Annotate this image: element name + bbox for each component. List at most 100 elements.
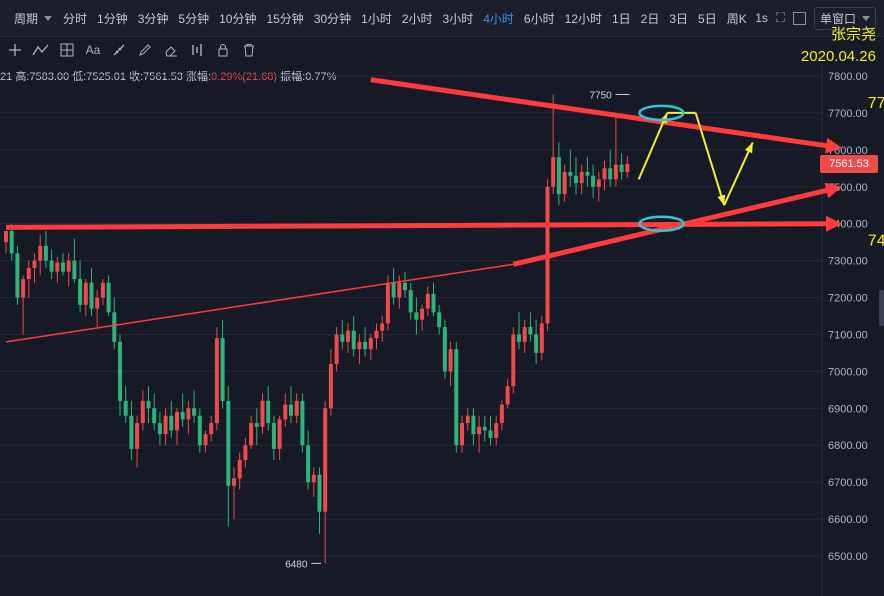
high-value: 7583.00 <box>29 71 70 83</box>
period-tab[interactable]: 4小时 <box>483 11 514 26</box>
candle-body <box>346 330 350 342</box>
period-tab[interactable]: 6小时 <box>523 11 555 26</box>
candle-body <box>591 175 596 187</box>
candle-body <box>237 460 242 479</box>
period-tab[interactable]: 2小时 <box>401 11 433 26</box>
candle-body <box>442 327 447 372</box>
period-tab[interactable]: 1日 <box>611 11 631 26</box>
candle-body <box>38 245 43 261</box>
candle-body <box>556 157 561 195</box>
candle-body <box>517 334 521 342</box>
pencil-icon[interactable] <box>134 39 156 61</box>
fullscreen-icon[interactable]: ⛶ <box>775 10 785 25</box>
candle-body <box>534 334 539 353</box>
candle-body <box>488 430 493 438</box>
trendline <box>5 221 833 230</box>
candle-body <box>55 262 60 272</box>
y-tick-label: 6700.00 <box>828 477 868 489</box>
candle-body <box>499 404 504 424</box>
candle-body <box>49 260 54 272</box>
candle-body <box>454 349 459 446</box>
period-tab[interactable]: 周K <box>726 11 747 26</box>
candlestick-chart[interactable]: 7800.007700.007600.007500.007400.007300.… <box>0 64 884 596</box>
trendline <box>5 263 514 343</box>
lock-icon[interactable] <box>212 39 234 61</box>
candle-body <box>220 338 225 401</box>
trendline-icon[interactable] <box>30 39 52 61</box>
candle-body <box>300 400 305 446</box>
period-tab[interactable]: 1小时 <box>361 11 392 26</box>
period-tab[interactable]: 15分钟 <box>266 11 304 26</box>
period-tab[interactable]: 10分钟 <box>219 11 257 26</box>
candle-body <box>539 323 544 353</box>
period-menu[interactable]: 周期 <box>0 10 58 27</box>
interval-selector[interactable]: 1s <box>755 11 768 25</box>
y-tick-label: 6600.00 <box>828 514 868 526</box>
candle-body <box>431 293 436 313</box>
y-tick-label: 6800.00 <box>828 440 868 452</box>
period-tab[interactable]: 3日 <box>669 11 689 26</box>
candle-body <box>209 423 214 435</box>
candle-body <box>425 293 430 309</box>
candle-body <box>192 408 197 416</box>
candle-body <box>43 245 48 261</box>
period-tab[interactable]: 3小时 <box>442 11 474 26</box>
candle-body <box>106 282 111 313</box>
candle-body <box>420 308 425 320</box>
y-tick-label: 7300.00 <box>828 256 868 268</box>
high-marker-annotation: 7750 <box>590 90 613 101</box>
close-value: 7561.53 <box>143 71 183 83</box>
candle-body <box>323 408 328 512</box>
candle-body <box>289 404 293 416</box>
candle-body <box>574 175 578 184</box>
period-tab[interactable]: 3分钟 <box>137 11 169 26</box>
candle-body <box>4 231 8 243</box>
ohlc-info-bar: 21 高:7583.00 低:7525.01 收:7561.53 涨幅:0.29… <box>0 68 336 84</box>
grid-tool-icon[interactable] <box>56 39 78 61</box>
candle-body <box>95 297 100 309</box>
eraser-icon[interactable] <box>160 39 182 61</box>
candle-body <box>157 423 162 435</box>
trash-icon[interactable] <box>238 39 260 61</box>
projection-segment <box>723 142 754 206</box>
vertical-scrollbar[interactable] <box>879 290 884 326</box>
candle-body <box>146 400 151 409</box>
candle-body <box>283 404 288 420</box>
candle-body <box>100 282 105 298</box>
indicator-icon[interactable] <box>186 39 208 61</box>
candle-body <box>169 415 174 431</box>
candle-body <box>511 334 516 387</box>
candle-body <box>306 445 311 483</box>
candle-body <box>118 341 122 401</box>
candle-body <box>112 312 117 342</box>
candle-body <box>385 282 390 324</box>
period-tab[interactable]: 5分钟 <box>178 11 210 26</box>
candle-body <box>403 282 407 291</box>
period-tab[interactable]: 分时 <box>63 11 88 26</box>
candle-body <box>175 412 179 431</box>
text-icon[interactable]: Aa <box>85 43 101 57</box>
period-tab[interactable]: 2日 <box>640 11 660 26</box>
crosshair-icon[interactable] <box>4 39 26 61</box>
candle-body <box>482 426 487 431</box>
candle-body <box>460 423 464 446</box>
ruler-icon[interactable] <box>108 39 130 61</box>
ohlc-prefix: 21 <box>0 71 13 83</box>
y-tick-label: 7500.00 <box>828 182 868 194</box>
period-tab[interactable]: 30分钟 <box>313 11 352 26</box>
low-label: 低: <box>72 71 87 83</box>
candle-body <box>61 262 65 272</box>
watermark-author: 张宗尧 <box>830 26 876 43</box>
period-tab[interactable]: 12小时 <box>564 11 602 26</box>
candle-body <box>528 327 533 335</box>
chevron-down-icon <box>44 15 53 21</box>
candle-body <box>32 260 37 268</box>
window-mode-selector[interactable]: 单窗口 <box>813 6 876 30</box>
period-tab[interactable]: 1分钟 <box>97 11 128 26</box>
candle-body <box>78 279 83 305</box>
window-icon[interactable] <box>792 11 806 25</box>
period-tab[interactable]: 5日 <box>698 11 717 26</box>
trend-arrowhead <box>824 182 842 199</box>
candle-body <box>152 408 157 424</box>
candle-body <box>83 282 88 305</box>
